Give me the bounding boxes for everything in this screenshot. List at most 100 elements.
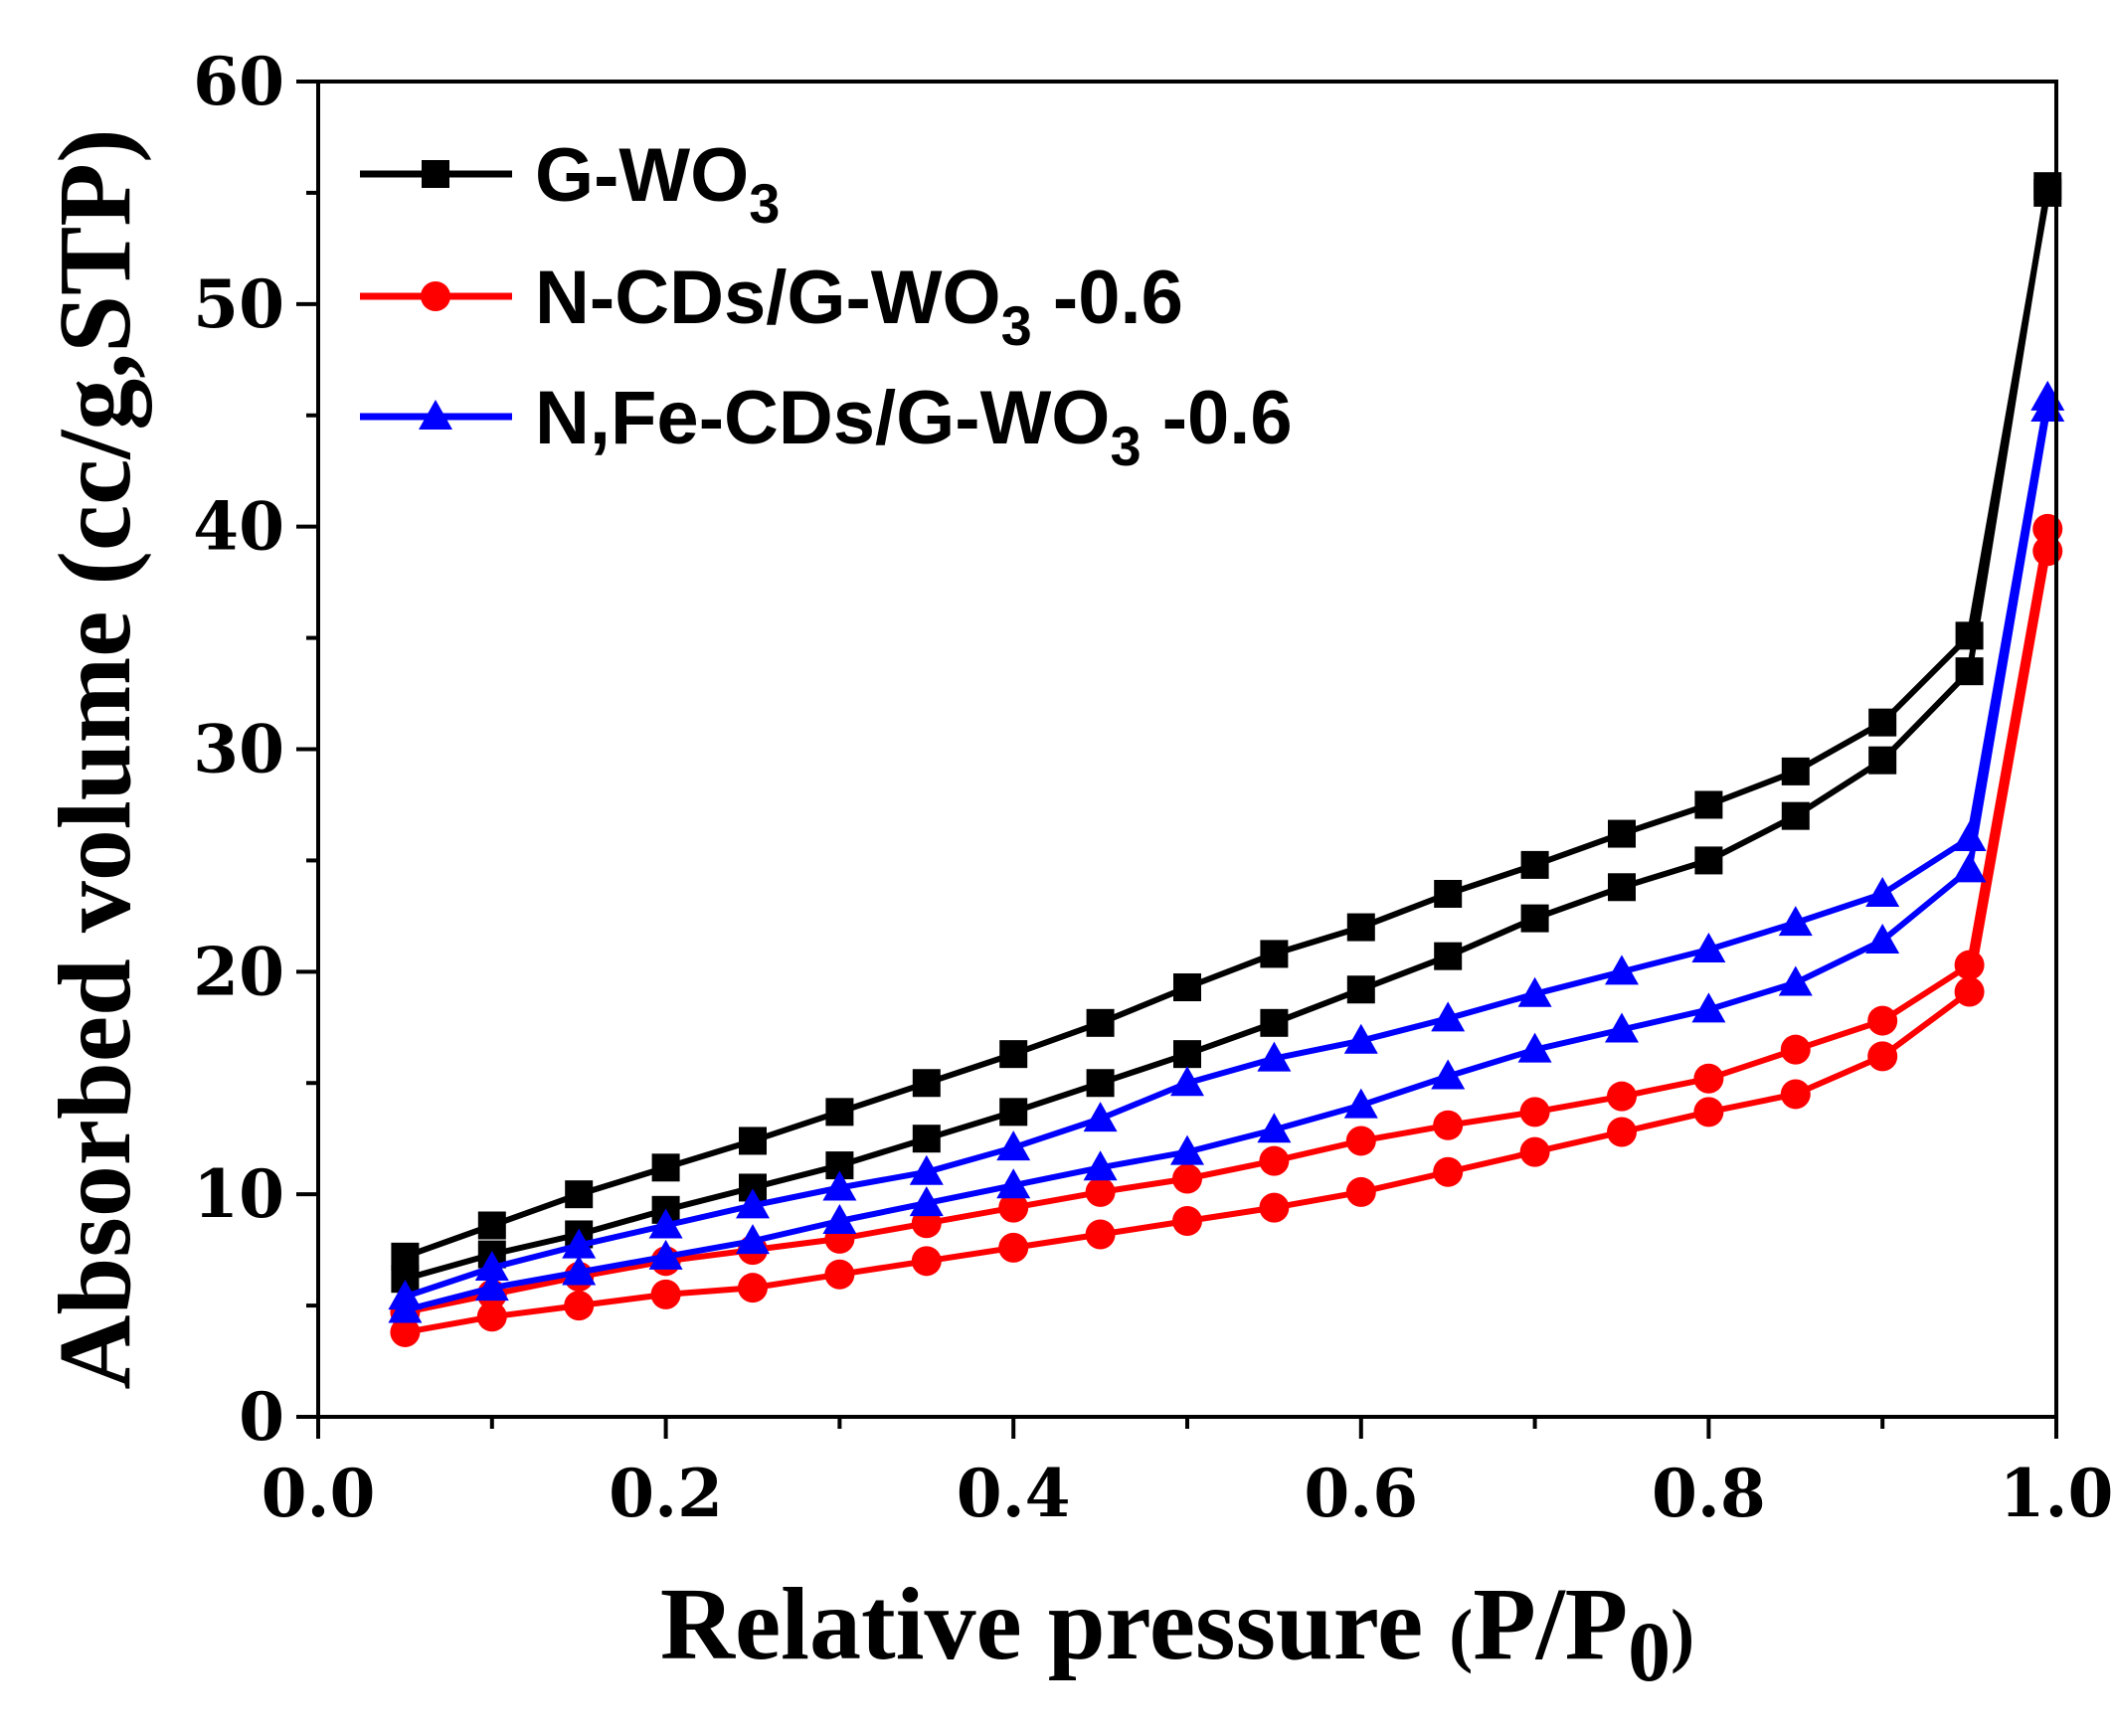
data-point-adsorption	[1868, 746, 1897, 775]
data-point-adsorption	[911, 1246, 942, 1277]
data-point-desorption	[1778, 906, 1813, 937]
data-point-adsorption	[1260, 1008, 1289, 1037]
legend: G-WO3 N-CDs/G-WO3 -0.6 N,Fe-CDs/G-WO3 -0.6	[360, 133, 1293, 477]
data-point-desorption	[1260, 940, 1289, 968]
data-point-desorption	[1345, 1126, 1376, 1156]
x-axis-title-main: Relative pressure	[660, 1567, 1449, 1681]
data-point-desorption	[1954, 950, 1985, 980]
data-point-desorption	[1517, 976, 1552, 1007]
series-line-adsorption	[404, 408, 2051, 1313]
data-point-desorption	[1085, 1176, 1116, 1207]
data-point-adsorption	[1085, 1219, 1116, 1250]
legend-label: N,Fe-CDs/G-WO3 -0.6	[535, 376, 1293, 477]
series-3	[388, 380, 2065, 1323]
data-point-adsorption	[1173, 1040, 1201, 1069]
data-point-desorption	[1955, 621, 1984, 650]
data-point-adsorption	[1259, 1192, 1290, 1223]
legend-label: G-WO3	[535, 133, 780, 235]
x-axis-title-subscript: 0	[1628, 1604, 1671, 1699]
data-point-desorption	[909, 1154, 944, 1185]
data-point-desorption	[1780, 1034, 1811, 1065]
data-point-adsorption	[1519, 1136, 1550, 1167]
data-point-desorption	[1952, 821, 1987, 852]
legend-label-main: G-WO	[535, 133, 749, 218]
data-point-desorption	[1865, 876, 1900, 907]
data-point-adsorption	[564, 1291, 595, 1321]
data-point-desorption	[477, 1211, 506, 1240]
data-point-desorption	[648, 1208, 683, 1239]
x-tick-label: 0.2	[609, 1455, 723, 1532]
data-point-desorption	[651, 1153, 680, 1182]
data-point-desorption	[999, 1040, 1028, 1069]
data-point-desorption	[1172, 1163, 1202, 1194]
data-point-adsorption	[822, 1204, 857, 1235]
data-point-adsorption	[1607, 1117, 1637, 1147]
data-point-adsorption	[1691, 992, 1726, 1023]
data-point-desorption	[1086, 1008, 1115, 1037]
data-point-adsorption	[1605, 1012, 1639, 1043]
data-point-desorption	[1343, 1023, 1378, 1054]
data-point-adsorption	[1608, 873, 1636, 902]
data-point-desorption	[1520, 850, 1549, 879]
y-tick-label: 30	[193, 711, 284, 788]
y-tick-label: 20	[193, 933, 284, 1010]
data-point-desorption	[1431, 1001, 1466, 1032]
data-point-adsorption	[562, 1255, 597, 1286]
x-tick-label: 0.6	[1304, 1455, 1418, 1532]
data-point-desorption	[2030, 380, 2065, 411]
data-point-desorption	[391, 1242, 420, 1271]
x-axis-title-open-paren: (	[1449, 1595, 1473, 1674]
y-tick-label: 40	[193, 488, 284, 566]
data-point-desorption	[998, 1192, 1029, 1223]
data-point-desorption	[1434, 879, 1463, 908]
legend-marker	[419, 400, 452, 430]
x-tick-label: 1.0	[2000, 1455, 2111, 1532]
data-point-desorption	[1867, 1005, 1898, 1036]
data-point-adsorption	[1955, 657, 1984, 686]
data-point-adsorption	[909, 1186, 944, 1217]
data-point-adsorption	[738, 1273, 768, 1303]
data-point-adsorption	[648, 1239, 683, 1270]
x-axis-title-close-paren: )	[1671, 1595, 1694, 1674]
data-point-desorption	[1693, 1063, 1724, 1094]
data-point-adsorption	[1865, 923, 1900, 954]
data-point-adsorption	[474, 1271, 509, 1302]
data-point-adsorption	[1431, 1059, 1466, 1090]
legend-label-suffix: -0.6	[1032, 256, 1183, 340]
data-point-desorption	[739, 1127, 767, 1155]
series-1	[391, 172, 2062, 1294]
x-axis-title-variable: P/P	[1473, 1567, 1628, 1681]
data-point-adsorption	[1781, 801, 1810, 830]
x-axis-title: Relative pressure (P/P0)	[660, 1567, 1694, 1699]
data-point-adsorption	[1170, 1134, 1204, 1165]
data-point-adsorption	[1778, 965, 1813, 996]
y-tick-label: 60	[193, 43, 284, 120]
data-point-desorption	[822, 1170, 857, 1201]
data-point-desorption	[1433, 1110, 1464, 1140]
series-line-adsorption	[404, 185, 2051, 1283]
data-point-adsorption	[1083, 1150, 1118, 1181]
data-point-adsorption	[1517, 1032, 1552, 1063]
data-point-desorption	[1691, 932, 1726, 962]
data-point-desorption	[1346, 913, 1375, 942]
data-point-adsorption	[824, 1259, 855, 1290]
legend-marker	[422, 160, 449, 188]
data-point-adsorption	[999, 1098, 1028, 1127]
axis-ticks: 0.0 0.2 0.4 0.6 0.8 1.0 0 10 20 30 40 50 60	[193, 43, 2111, 1532]
data-point-desorption	[825, 1098, 854, 1127]
data-point-desorption	[1694, 790, 1723, 819]
data-point-adsorption	[1952, 852, 1987, 883]
legend-marker	[421, 281, 450, 311]
data-point-desorption	[1083, 1102, 1118, 1132]
legend-label: N-CDs/G-WO3 -0.6	[535, 256, 1183, 357]
data-point-adsorption	[1780, 1079, 1811, 1110]
data-point-desorption	[1608, 819, 1636, 848]
data-point-desorption	[1868, 708, 1897, 737]
series-2	[390, 513, 2063, 1347]
data-point-adsorption	[1954, 976, 1985, 1007]
data-point-desorption	[1607, 1081, 1637, 1112]
data-point-desorption	[565, 1180, 594, 1209]
data-point-adsorption	[1086, 1069, 1115, 1098]
data-point-adsorption	[650, 1279, 681, 1309]
